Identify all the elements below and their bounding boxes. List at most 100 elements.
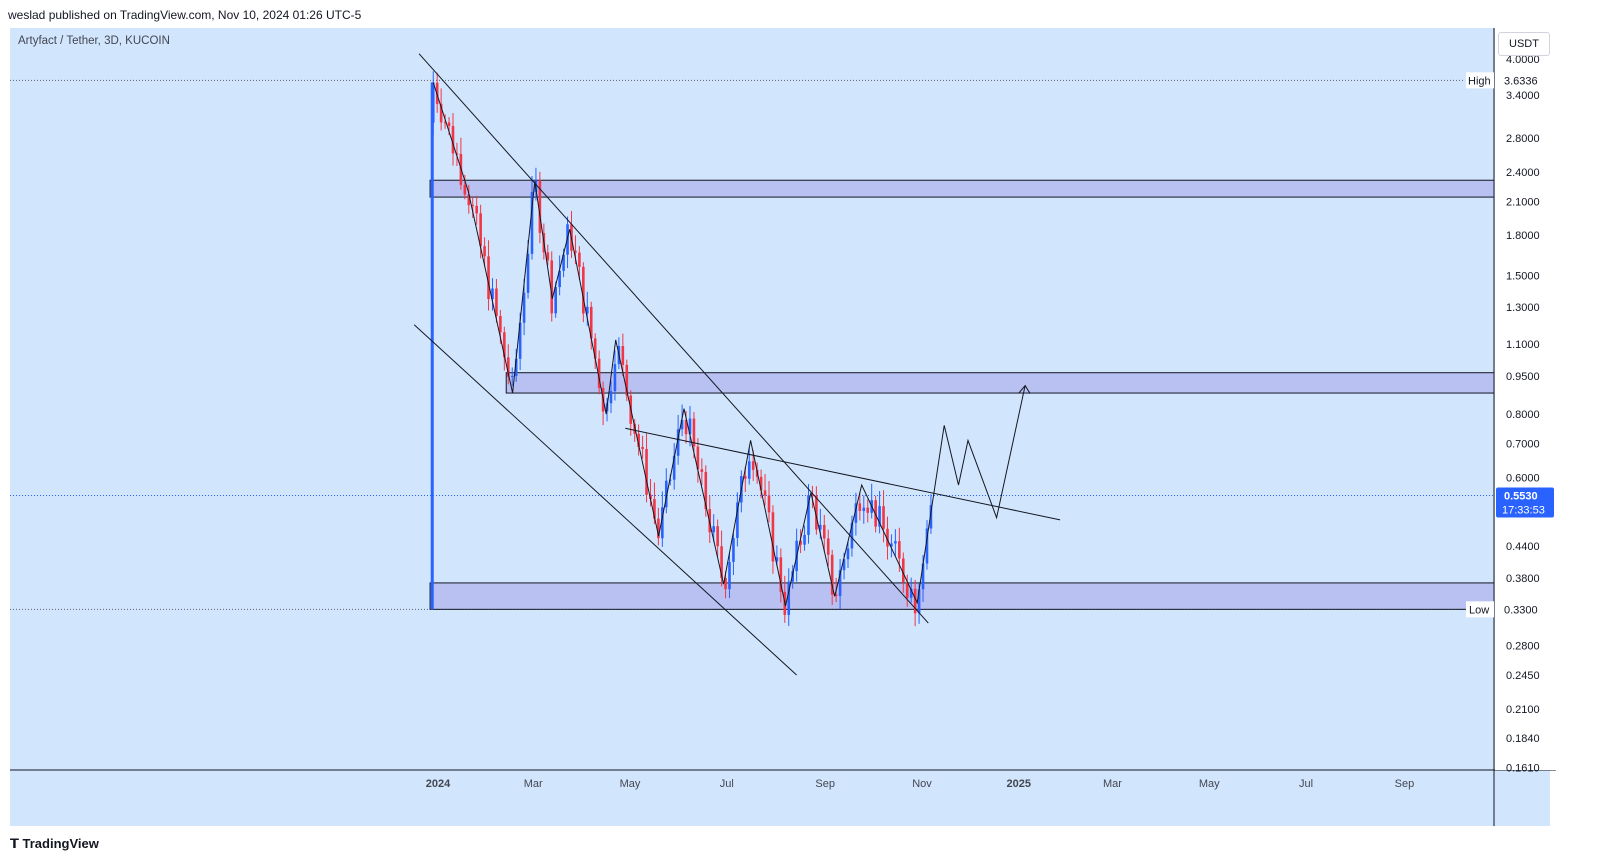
candle-body [522,292,526,323]
candle-body [574,250,577,253]
candle-body [550,260,554,314]
candle-body [641,446,644,449]
y-tick-label: 0.3800 [1506,573,1540,585]
candle-body [862,507,866,512]
candle-body [582,266,585,314]
candle-body [878,506,881,527]
candle-body [917,589,921,614]
candle-body [672,455,676,480]
candle-body [688,418,692,435]
candle-body [929,505,933,529]
candle-body [491,288,494,300]
y-tick-label: 0.6000 [1506,473,1540,485]
x-tick-label: Sep [815,778,835,790]
candle-body [819,524,822,530]
candle-body [882,506,885,529]
footer: 𝗧 TradingView [10,826,1623,860]
candle-body [455,153,459,155]
candle-body [475,205,478,214]
candle-body [621,346,625,365]
y-tick-label: 0.8000 [1506,409,1540,421]
candle-body [799,540,802,545]
candle-body [834,594,838,596]
candle-body [696,446,700,470]
brand-text: TradingView [22,836,99,851]
candle-body [514,358,518,376]
candle-body [479,213,482,247]
candle-body [613,364,617,392]
candle-body [625,364,629,396]
candle-body [704,472,708,510]
candle-body [589,306,593,339]
candle-body [593,338,597,359]
candle-body [890,543,893,547]
candle-body [779,557,783,592]
candle-body [743,476,747,479]
candle-body [530,192,534,254]
candle-body [700,469,704,473]
y-tick-label: 2.1000 [1506,196,1540,208]
candle-body [676,429,680,456]
chart-area[interactable] [10,28,1550,826]
zone-1[interactable] [429,179,1495,198]
candle-body [724,577,727,590]
candle-body [657,518,660,539]
candle-body [925,528,929,564]
symbol-info: Artyfact / Tether, 3D, KUCOIN [18,35,170,47]
y-tick-label: 4.0000 [1506,54,1540,66]
candle-body [720,546,723,578]
candle-body [747,461,751,479]
candle-body [558,270,561,288]
candle-body [846,548,850,560]
candle-body [495,288,498,317]
candle-body [645,448,648,495]
y-tick-label: 0.9500 [1506,371,1540,383]
candle-body [487,256,490,300]
tradingview-logo[interactable]: 𝗧 TradingView [10,836,99,852]
y-tick-label: 1.5000 [1506,270,1540,282]
trend-line-3[interactable] [625,427,1061,521]
candle-body [463,184,467,195]
low-label-bg [1466,601,1494,618]
zone-3[interactable] [429,582,1495,610]
candle-body [439,103,443,123]
candle-body [661,507,664,539]
y-tick-label: 1.3000 [1506,302,1540,314]
candle-body [787,581,791,615]
candle-body [467,194,471,206]
wave-projection[interactable] [432,82,1026,607]
candle-body [510,375,514,377]
x-tick-label: 2025 [1007,778,1031,790]
candle-body [807,495,810,535]
candle-body [664,480,668,508]
candle-body [866,507,870,513]
zone-2[interactable] [505,372,1495,394]
candle-body [736,502,739,538]
high-label: High [1468,75,1491,87]
candle-body [562,254,565,271]
candle-body [909,588,913,598]
candle-body [898,541,901,559]
candle-body [842,559,846,571]
currency-button[interactable]: USDT [1498,32,1550,56]
x-tick-label: Jul [720,778,734,790]
publish-text: weslad published on TradingView.com, Nov… [8,8,362,22]
candle-body [499,316,502,333]
candle-body [838,570,842,596]
candle-body [518,322,522,359]
high-value-bg [1502,72,1542,89]
candle-body [526,253,530,293]
low-label: Low [1469,604,1489,616]
y-tick-label: 1.1000 [1506,339,1540,351]
last-price-label: 0.5530 [1504,490,1538,502]
y-tick-label: 0.1840 [1506,733,1540,745]
trend-line-1[interactable] [418,53,929,624]
candle-body [680,420,684,430]
price-axis-bg [1495,28,1556,770]
candle-body [886,528,889,547]
arrow-head [1018,384,1031,394]
trend-line-2[interactable] [413,324,797,676]
candle-body [609,391,613,404]
x-tick-label: 2024 [426,778,451,790]
